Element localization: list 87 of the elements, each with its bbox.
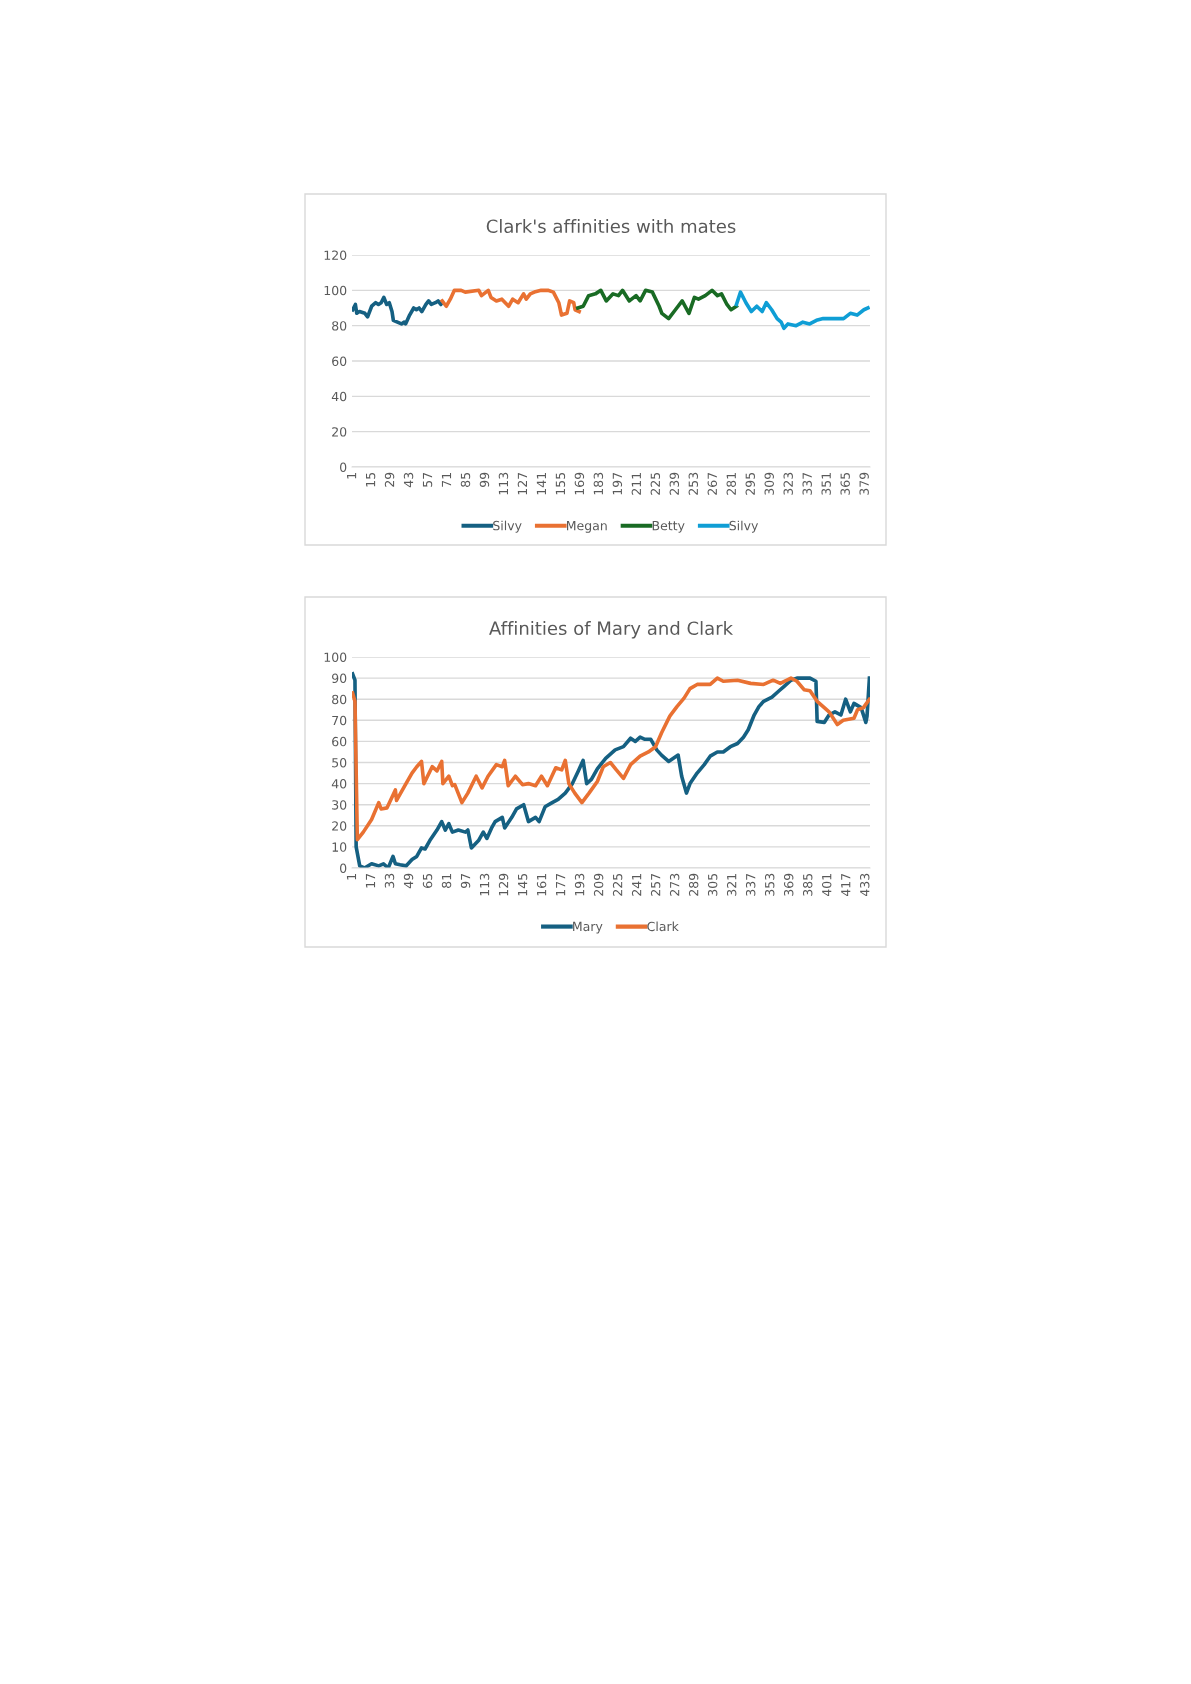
y-tick-label: 20 bbox=[332, 427, 347, 437]
x-tick-label: 85 bbox=[460, 472, 471, 487]
x-tick-label: 29 bbox=[384, 472, 395, 487]
legend-label: Silvy bbox=[493, 520, 522, 533]
x-tick-label: 145 bbox=[518, 873, 528, 896]
line-series bbox=[352, 295, 444, 326]
x-tick-label: 33 bbox=[384, 873, 395, 888]
x-tick-label: 253 bbox=[688, 472, 699, 495]
legend-label: Betty bbox=[652, 521, 685, 533]
y-tick-label: 0 bbox=[340, 863, 347, 873]
x-tick-label: 295 bbox=[745, 472, 755, 495]
x-tick-label: 353 bbox=[764, 873, 775, 896]
x-tick-label: 197 bbox=[612, 472, 623, 495]
x-tick-label: 43 bbox=[403, 472, 414, 488]
line-series bbox=[440, 288, 581, 317]
x-tick-label: 225 bbox=[650, 472, 661, 495]
x-tick-label: 369 bbox=[783, 873, 794, 896]
y-tick-label: 80 bbox=[332, 321, 347, 331]
x-tick-label: 141 bbox=[536, 473, 546, 495]
y-tick-label: 10 bbox=[332, 842, 347, 852]
y-tick-label: 40 bbox=[331, 391, 347, 402]
x-tick-label: 113 bbox=[498, 472, 509, 495]
x-tick-label: 17 bbox=[365, 873, 376, 888]
x-tick-label: 193 bbox=[574, 873, 585, 896]
legend-label: Megan bbox=[567, 521, 607, 533]
x-tick-label: 379 bbox=[859, 472, 869, 495]
x-tick-label: 183 bbox=[593, 472, 604, 495]
x-tick-label: 209 bbox=[593, 873, 604, 896]
x-tick-label: 417 bbox=[841, 873, 851, 897]
x-tick-label: 241 bbox=[631, 874, 642, 896]
x-tick-label: 385 bbox=[802, 873, 813, 896]
x-tick-label: 305 bbox=[707, 873, 718, 896]
y-tick-label: 100 bbox=[324, 652, 347, 662]
x-tick-label: 129 bbox=[498, 873, 509, 896]
x-tick-label: 351 bbox=[821, 473, 831, 495]
line-series bbox=[734, 290, 870, 331]
y-tick-label: 60 bbox=[332, 356, 347, 366]
x-tick-label: 99 bbox=[479, 472, 490, 487]
x-tick-label: 321 bbox=[726, 874, 737, 896]
x-tick-label: 169 bbox=[574, 472, 585, 495]
x-tick-label: 155 bbox=[555, 472, 566, 495]
x-tick-label: 127 bbox=[517, 472, 527, 495]
x-tick-label: 49 bbox=[403, 873, 414, 889]
legend-label: Silvy bbox=[729, 520, 759, 533]
y-tick-label: 0 bbox=[340, 462, 347, 472]
x-tick-label: 323 bbox=[783, 472, 793, 495]
y-tick-label: 120 bbox=[324, 250, 347, 260]
x-tick-label: 433 bbox=[860, 873, 870, 897]
legend-label: Mary bbox=[573, 921, 603, 934]
x-tick-label: 1 bbox=[346, 874, 357, 880]
x-tick-label: 225 bbox=[612, 873, 623, 896]
y-tick-label: 30 bbox=[332, 800, 347, 810]
x-tick-label: 1 bbox=[347, 473, 357, 479]
y-tick-label: 70 bbox=[332, 715, 347, 726]
line-series bbox=[575, 288, 739, 321]
x-tick-label: 177 bbox=[556, 873, 566, 896]
x-tick-label: 211 bbox=[631, 473, 641, 495]
x-tick-label: 65 bbox=[422, 873, 433, 888]
x-tick-label: 57 bbox=[422, 472, 433, 487]
y-tick-label: 100 bbox=[324, 285, 347, 296]
x-tick-label: 281 bbox=[726, 473, 736, 495]
y-tick-label: 60 bbox=[332, 736, 347, 747]
y-tick-label: 90 bbox=[332, 673, 347, 684]
x-tick-label: 161 bbox=[536, 874, 547, 896]
x-tick-label: 365 bbox=[840, 472, 850, 495]
x-tick-label: 15 bbox=[366, 472, 376, 487]
legend-label: Clark bbox=[647, 921, 679, 932]
chart-title: Affinities of Mary and Clark bbox=[489, 621, 734, 639]
x-tick-label: 337 bbox=[745, 873, 756, 896]
y-tick-label: 50 bbox=[332, 757, 347, 768]
x-tick-label: 309 bbox=[764, 472, 774, 495]
x-tick-label: 273 bbox=[669, 873, 680, 896]
x-tick-label: 257 bbox=[650, 873, 661, 896]
x-tick-label: 239 bbox=[669, 472, 680, 495]
x-tick-label: 401 bbox=[822, 874, 832, 897]
x-tick-label: 337 bbox=[802, 472, 812, 495]
line-series bbox=[352, 676, 870, 842]
x-tick-label: 97 bbox=[460, 873, 471, 888]
y-tick-label: 80 bbox=[332, 694, 347, 705]
y-tick-label: 20 bbox=[332, 821, 347, 831]
x-tick-label: 71 bbox=[441, 473, 452, 487]
x-tick-label: 81 bbox=[441, 874, 452, 888]
y-tick-label: 40 bbox=[331, 779, 347, 789]
x-tick-label: 113 bbox=[479, 873, 490, 896]
x-tick-label: 289 bbox=[688, 873, 699, 896]
chart-title: Clark's affinities with mates bbox=[486, 219, 736, 234]
x-tick-label: 267 bbox=[707, 472, 718, 495]
